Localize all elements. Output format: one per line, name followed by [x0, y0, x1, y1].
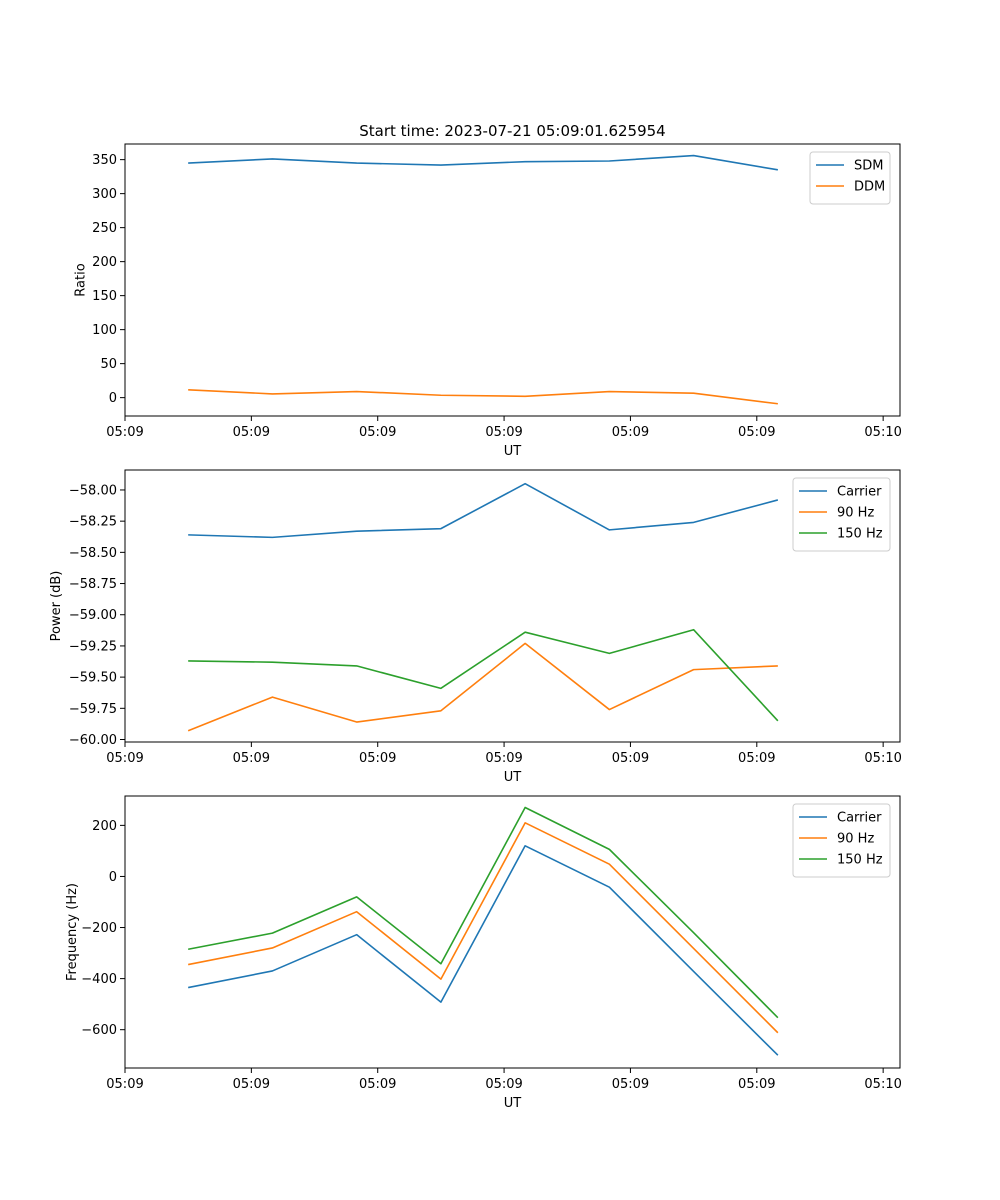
y-tick-label: −59.50	[69, 671, 117, 686]
axes-frame	[124, 143, 901, 417]
y-tick-label: 300	[92, 187, 117, 202]
y-tick-label: −200	[81, 921, 117, 936]
x-tick-label: 05:09	[485, 1077, 522, 1092]
x-tick-label: 05:09	[359, 1077, 396, 1092]
x-tick-label: 05:09	[106, 425, 143, 440]
subplot-2: 05:09 05:09 05:09 05:09 05:09 05:09 05:10 −60.0…	[49, 469, 902, 785]
legend-label: Carrier	[837, 811, 882, 826]
y-tick-label: 200	[92, 819, 117, 834]
y-tick-label: 0	[109, 391, 117, 406]
x-tick-label: 05:09	[738, 1077, 775, 1092]
x-tick-label: 05:09	[233, 1077, 270, 1092]
legend: Carrier 90 Hz 150 Hz	[792, 477, 891, 552]
y-tick-label: 100	[92, 323, 117, 338]
series-line-150-hz	[188, 628, 779, 722]
x-tick-label: 05:09	[612, 751, 649, 766]
y-tick-label: 150	[92, 289, 117, 304]
legend-label: 90 Hz	[837, 832, 874, 847]
y-tick-label: 200	[92, 255, 117, 270]
legend: SDM DDM	[809, 151, 891, 205]
axes-frame	[124, 795, 901, 1069]
subplot-3: 05:09 05:09 05:09 05:09 05:09 05:09 05:10 −600 −…	[65, 795, 902, 1111]
axes-frame	[124, 469, 901, 743]
x-tick-label: 05:10	[864, 425, 901, 440]
x-tick-label: 05:09	[233, 425, 270, 440]
y-tick-label: −58.25	[69, 515, 117, 530]
series-line-150-hz	[188, 806, 779, 1019]
y-tick-label: −59.75	[69, 702, 117, 717]
series-line-carrier	[188, 844, 779, 1056]
legend-label: SDM	[854, 159, 883, 174]
x-tick-label: 05:09	[233, 751, 270, 766]
series-line-90-hz	[187, 642, 778, 732]
x-tick-label: 05:09	[612, 425, 649, 440]
x-tick-label: 05:09	[485, 425, 522, 440]
subplot-1: 05:09 05:09 05:09 05:09 05:09 05:09 05:10 0 50 10…	[73, 122, 901, 459]
x-tick-label: 05:09	[359, 425, 396, 440]
x-tick-label: 05:09	[738, 425, 775, 440]
x-tick-label: 05:09	[485, 751, 522, 766]
y-axis-label: Ratio	[73, 263, 88, 296]
series-line-90-hz	[188, 822, 779, 1034]
series-line-carrier	[188, 482, 779, 539]
y-tick-label: −59.00	[69, 608, 117, 623]
x-axis-label: UT	[504, 444, 522, 459]
y-tick-label: −58.50	[69, 546, 117, 561]
x-tick-label: 05:10	[864, 1077, 901, 1092]
x-tick-label: 05:09	[612, 1077, 649, 1092]
x-axis-label: UT	[504, 770, 522, 785]
y-tick-label: −60.00	[69, 733, 117, 748]
y-tick-label: −58.00	[69, 483, 117, 498]
y-tick-label: 50	[100, 357, 117, 372]
y-axis-label: Power (dB)	[49, 571, 64, 642]
y-tick-label: 250	[92, 221, 117, 236]
y-tick-label: 350	[92, 153, 117, 168]
y-axis-label: Frequency (Hz)	[65, 883, 80, 981]
y-tick-label: −400	[81, 972, 117, 987]
x-tick-label: 05:09	[359, 751, 396, 766]
chart-title: Start time: 2023-07-21 05:09:01.625954	[359, 122, 665, 140]
legend-label: 150 Hz	[837, 527, 883, 542]
x-tick-label: 05:10	[864, 751, 901, 766]
y-tick-label: 0	[109, 870, 117, 885]
y-tick-label: −600	[81, 1023, 117, 1038]
y-tick-label: −59.25	[69, 639, 117, 654]
legend: Carrier 90 Hz 150 Hz	[792, 803, 891, 878]
legend-label: 90 Hz	[837, 506, 874, 521]
series-line-ddm	[188, 389, 778, 405]
x-tick-label: 05:09	[106, 751, 143, 766]
x-tick-label: 05:09	[106, 1077, 143, 1092]
legend-label: 150 Hz	[837, 853, 883, 868]
legend-label: DDM	[854, 180, 885, 195]
legend-label: Carrier	[837, 485, 882, 500]
series-line-sdm	[188, 154, 778, 171]
x-tick-label: 05:09	[738, 751, 775, 766]
y-tick-label: −58.75	[69, 577, 117, 592]
x-axis-label: UT	[504, 1096, 522, 1111]
